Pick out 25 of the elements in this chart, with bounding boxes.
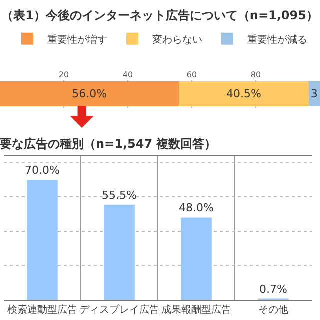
legend-label: 変わらない — [152, 34, 202, 46]
x-tick-label: 検索連動型広告 — [8, 304, 78, 316]
x-tick-label: その他 — [258, 304, 288, 316]
data-label: 70.0% — [25, 164, 60, 177]
chart-title: 要な広告の種別（n=1,547 複数回答） — [0, 136, 217, 151]
bar — [104, 204, 135, 300]
legend-label: 重要性が増す — [48, 34, 108, 46]
data-label: 56.0% — [72, 88, 108, 100]
x-tick-label: 成果報酬型広告 — [162, 304, 232, 316]
x-tick-label: ディスプレイ広告 — [80, 304, 160, 316]
bar — [181, 218, 212, 300]
x-tick-label: 80 — [250, 70, 262, 80]
data-label: 0.7% — [260, 282, 288, 296]
x-tick-label: 40 — [122, 70, 134, 80]
data-label: 3 — [310, 88, 318, 100]
bar — [0, 81, 180, 107]
data-label: 40.5% — [226, 88, 262, 100]
bar — [179, 81, 309, 107]
data-label: 48.0% — [179, 202, 214, 215]
x-tick-label: 20 — [58, 70, 70, 80]
legend-label: 重要性が減る — [248, 34, 308, 46]
bar — [27, 180, 58, 300]
chart-title: （表1）今後のインターネット広告について（n=1,095） — [2, 8, 318, 23]
x-tick-label: 60 — [186, 70, 198, 80]
data-label: 55.5% — [102, 188, 137, 202]
